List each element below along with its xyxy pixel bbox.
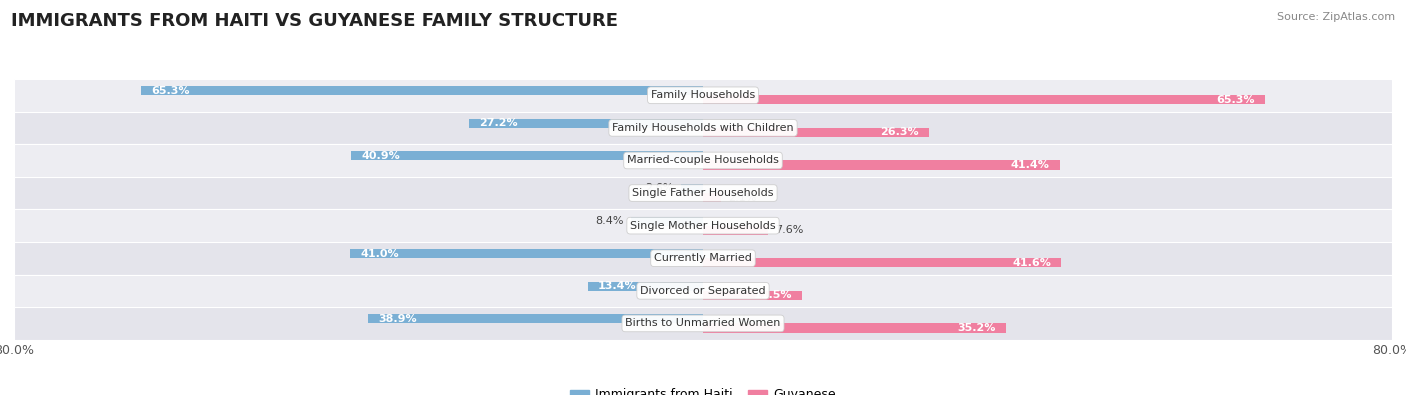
Text: 13.4%: 13.4% [598, 281, 637, 291]
Text: 65.3%: 65.3% [150, 86, 190, 96]
Text: 65.3%: 65.3% [1216, 95, 1256, 105]
Legend: Immigrants from Haiti, Guyanese: Immigrants from Haiti, Guyanese [565, 384, 841, 395]
Bar [14, 144, 1392, 177]
Text: Single Mother Households: Single Mother Households [630, 221, 776, 231]
Text: Births to Unmarried Women: Births to Unmarried Women [626, 318, 780, 328]
Text: 40.9%: 40.9% [361, 151, 399, 161]
Text: 35.2%: 35.2% [957, 323, 995, 333]
Text: Currently Married: Currently Married [654, 253, 752, 263]
Bar [14, 79, 1392, 111]
Text: 11.5%: 11.5% [754, 290, 792, 300]
Bar [14, 209, 1392, 242]
Bar [681, 184, 703, 193]
Bar [631, 216, 703, 226]
Bar [14, 177, 1392, 209]
Text: IMMIGRANTS FROM HAITI VS GUYANESE FAMILY STRUCTURE: IMMIGRANTS FROM HAITI VS GUYANESE FAMILY… [11, 12, 619, 30]
Text: 41.6%: 41.6% [1012, 258, 1050, 268]
Bar [368, 314, 703, 324]
Text: Divorced or Separated: Divorced or Separated [640, 286, 766, 296]
Text: 26.3%: 26.3% [880, 128, 920, 137]
Text: 38.9%: 38.9% [378, 314, 418, 324]
Text: 41.4%: 41.4% [1011, 160, 1049, 170]
Bar [14, 307, 1392, 340]
Bar [350, 249, 703, 258]
Text: 2.1%: 2.1% [728, 193, 756, 203]
Bar [468, 119, 703, 128]
Text: Source: ZipAtlas.com: Source: ZipAtlas.com [1277, 12, 1395, 22]
Bar [703, 95, 1265, 104]
Bar [703, 128, 929, 137]
Bar [703, 324, 1007, 333]
Bar [703, 258, 1062, 267]
Text: Family Households with Children: Family Households with Children [612, 123, 794, 133]
Text: 7.6%: 7.6% [775, 225, 804, 235]
Bar [703, 291, 801, 300]
Bar [14, 242, 1392, 275]
Bar [14, 111, 1392, 144]
Text: Married-couple Households: Married-couple Households [627, 156, 779, 166]
Bar [588, 282, 703, 291]
Bar [141, 86, 703, 95]
Bar [703, 160, 1060, 169]
Text: 41.0%: 41.0% [360, 249, 399, 259]
Bar [703, 226, 769, 235]
Text: 27.2%: 27.2% [479, 118, 517, 128]
Text: 2.6%: 2.6% [645, 184, 673, 194]
Text: Family Households: Family Households [651, 90, 755, 100]
Bar [14, 275, 1392, 307]
Text: Single Father Households: Single Father Households [633, 188, 773, 198]
Bar [350, 151, 703, 160]
Bar [703, 193, 721, 202]
Text: 8.4%: 8.4% [595, 216, 624, 226]
